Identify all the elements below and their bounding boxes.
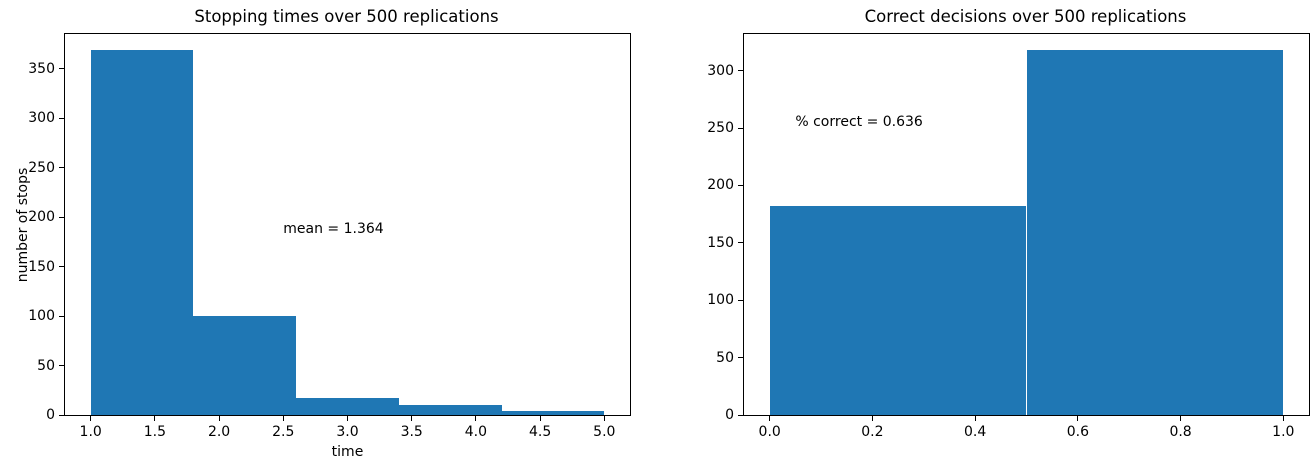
histogram-bar [398, 405, 502, 415]
right-chart-title: Correct decisions over 500 replications [864, 7, 1187, 26]
y-tick-mark [59, 167, 64, 169]
x-tick-label: 1.0 [79, 424, 102, 440]
y-tick-mark [738, 184, 743, 186]
y-tick-mark [738, 299, 743, 301]
y-tick-mark [59, 216, 64, 218]
percent-correct-annotation: % correct = 0.636 [795, 114, 923, 131]
x-tick-label: 2.0 [207, 424, 231, 440]
x-tick-label: 1.5 [143, 424, 167, 440]
x-tick-mark [1180, 416, 1182, 421]
y-tick-mark [59, 266, 64, 268]
histogram-bar [1026, 50, 1284, 415]
y-tick-label: 100 [707, 292, 734, 309]
y-tick-label: 300 [707, 62, 734, 79]
x-axis-label: time [331, 444, 364, 460]
histogram-bar [501, 411, 605, 415]
histogram-bar [193, 316, 297, 415]
y-tick-label: 0 [46, 407, 55, 423]
y-tick-label: 150 [707, 234, 734, 251]
y-tick-label: 50 [716, 349, 734, 366]
x-tick-label: 5.0 [593, 424, 616, 440]
x-tick-label: 4.0 [464, 424, 488, 440]
y-tick-mark [59, 117, 64, 119]
x-tick-label: 0.4 [963, 424, 987, 440]
y-tick-mark [738, 70, 743, 72]
x-tick-label: 0.0 [758, 424, 781, 440]
stopping-times-plot-area: number of stops time mean = 1.364 1.0 1.5… [15, 33, 631, 460]
x-tick-mark [1282, 416, 1284, 421]
histogram-bar [296, 398, 399, 415]
histogram-bar [769, 206, 1027, 415]
y-tick-label: 250 [707, 120, 734, 137]
x-tick-label: 0.2 [861, 424, 884, 440]
y-tick-mark [738, 357, 743, 359]
y-tick-mark [59, 414, 64, 416]
y-tick-label: 0 [725, 407, 734, 423]
x-tick-label: 2.5 [272, 424, 295, 440]
x-tick-label: 3.0 [336, 424, 359, 440]
x-tick-mark [282, 416, 284, 421]
y-tick-mark [738, 414, 743, 416]
x-tick-label: 1.0 [1272, 424, 1295, 440]
x-tick-mark [871, 416, 873, 421]
x-tick-label: 4.5 [528, 424, 552, 440]
y-tick-mark [738, 127, 743, 129]
y-tick-label: 50 [37, 357, 55, 374]
x-tick-mark [411, 416, 413, 421]
x-tick-mark [154, 416, 156, 421]
left-chart-title: Stopping times over 500 replications [194, 7, 499, 26]
x-tick-mark [475, 416, 477, 421]
y-tick-label: 100 [28, 308, 55, 325]
x-tick-mark [603, 416, 605, 421]
correct-decisions-plot-area: % correct = 0.636 0.0 0.2 0.4 0.6 0.8 1.0 0 50 1… [707, 33, 1310, 440]
mean-annotation: mean = 1.364 [283, 220, 384, 237]
x-tick-label: 3.5 [400, 424, 423, 440]
y-tick-label: 150 [28, 258, 55, 275]
x-tick-label: 0.8 [1169, 424, 1192, 440]
x-tick-mark [974, 416, 976, 421]
x-tick-mark [218, 416, 220, 421]
histogram-bar [90, 49, 194, 415]
y-tick-label: 200 [28, 209, 55, 226]
x-tick-mark [90, 416, 92, 421]
x-tick-mark [1077, 416, 1079, 421]
y-tick-label: 200 [707, 177, 734, 194]
x-tick-mark [539, 416, 541, 421]
y-tick-mark [738, 242, 743, 244]
x-tick-label: 0.6 [1066, 424, 1089, 440]
x-tick-mark [347, 416, 348, 421]
y-tick-label: 300 [28, 110, 55, 127]
y-tick-mark [59, 365, 64, 367]
y-tick-label: 250 [28, 159, 55, 176]
y-tick-mark [59, 315, 64, 317]
y-tick-mark [59, 68, 64, 70]
x-tick-mark [769, 416, 771, 421]
y-tick-label: 350 [28, 60, 55, 77]
